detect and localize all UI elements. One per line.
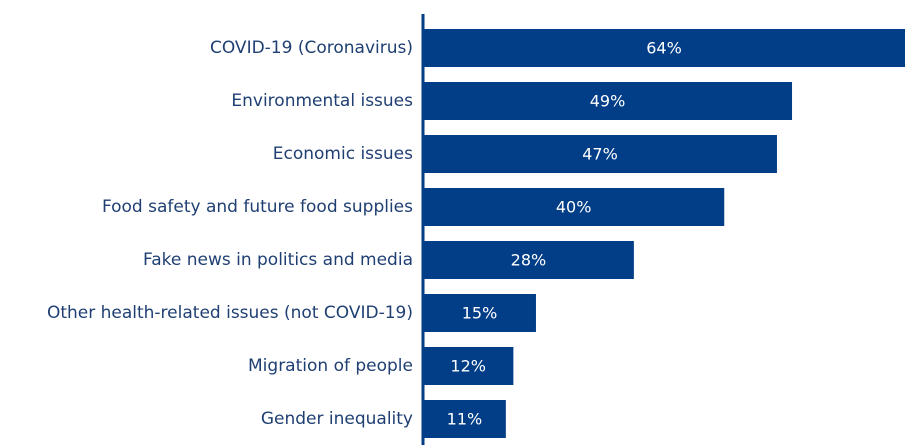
data-label: 28% [511,251,547,270]
data-label: 47% [582,145,618,164]
category-label: Food safety and future food supplies [102,197,413,217]
bar [423,347,514,385]
data-label: 12% [450,357,486,376]
bar [423,241,634,279]
bar [423,400,506,438]
data-label: 49% [590,92,626,111]
bar [423,29,905,67]
data-label: 11% [447,410,483,429]
category-label: Economic issues [273,144,413,164]
bar [423,82,793,120]
bar [423,294,536,332]
data-label: 15% [462,304,498,323]
data-label: 64% [646,39,682,58]
bar [423,135,777,173]
category-label: COVID-19 (Coronavirus) [210,38,413,58]
category-label: Other health-related issues (not COVID-1… [47,303,413,323]
category-label: Gender inequality [261,409,413,429]
category-label: Migration of people [248,356,413,376]
data-label: 40% [556,198,592,217]
category-label: Environmental issues [231,91,413,111]
category-label: Fake news in politics and media [143,250,413,270]
bar [423,188,725,226]
